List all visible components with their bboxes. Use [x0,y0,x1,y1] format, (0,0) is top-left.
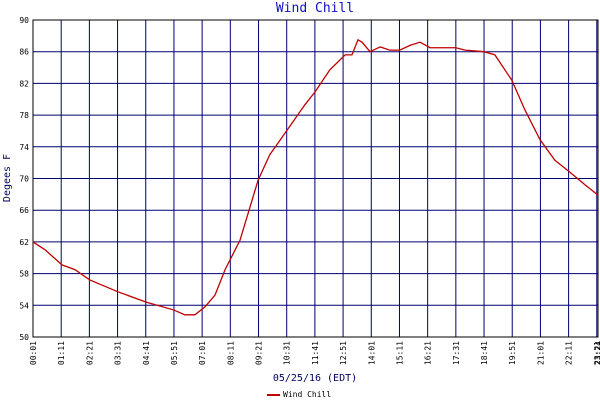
x-tick-label: 03:31 [114,341,123,365]
x-tick-label: 19:51 [508,341,517,365]
y-tick-label: 58 [19,270,29,279]
x-axis-label: 05/25/16 (EDT) [273,373,357,384]
plot-border [32,19,599,338]
x-tick-label: 04:41 [142,341,151,365]
x-tick-label: 08:11 [226,341,235,365]
y-tick-label: 54 [19,301,29,310]
x-tick-label: 15:11 [395,341,404,365]
chart-title: Wind Chill [276,1,354,16]
y-tick-label: 78 [19,111,29,120]
x-tick-label: 02:21 [85,341,94,365]
x-tick-label: 00:01 [29,341,38,365]
y-tick-label: 90 [19,16,29,25]
x-tick-label: 09:21 [255,341,264,365]
y-tick-label: 86 [19,48,29,57]
y-tick-label: 66 [19,206,29,215]
x-tick-label: 18:41 [480,341,489,365]
x-tick-label: 05:51 [170,341,179,365]
x-tick-label: 22:11 [565,341,574,365]
x-tick-label: 17:31 [452,341,461,365]
data-line [32,38,599,316]
x-tick-label: 14:01 [367,341,376,365]
x-tick-label: 01:11 [57,341,66,365]
y-tick-label: 70 [19,175,29,184]
y-tick-label: 82 [19,79,29,88]
y-tick-label: 50 [19,333,29,342]
legend-label: Wind Chill [283,390,331,399]
y-axis-label: Degees F [2,154,13,202]
x-tick-label: 10:31 [283,341,292,365]
x-tick-label: 16:21 [424,341,433,365]
y-tick-label: 74 [19,143,29,152]
x-tick-label: 21:01 [536,341,545,365]
x-tick-label: 12:51 [339,341,348,365]
legend: Wind Chill [267,390,331,399]
y-tick-label: 62 [19,238,29,247]
x-tick-label: 23:21 [593,341,600,365]
x-tick-label: 23:24 [594,341,600,365]
x-tick-label: 07:01 [198,341,207,365]
x-tick-label: 11:41 [311,341,320,365]
